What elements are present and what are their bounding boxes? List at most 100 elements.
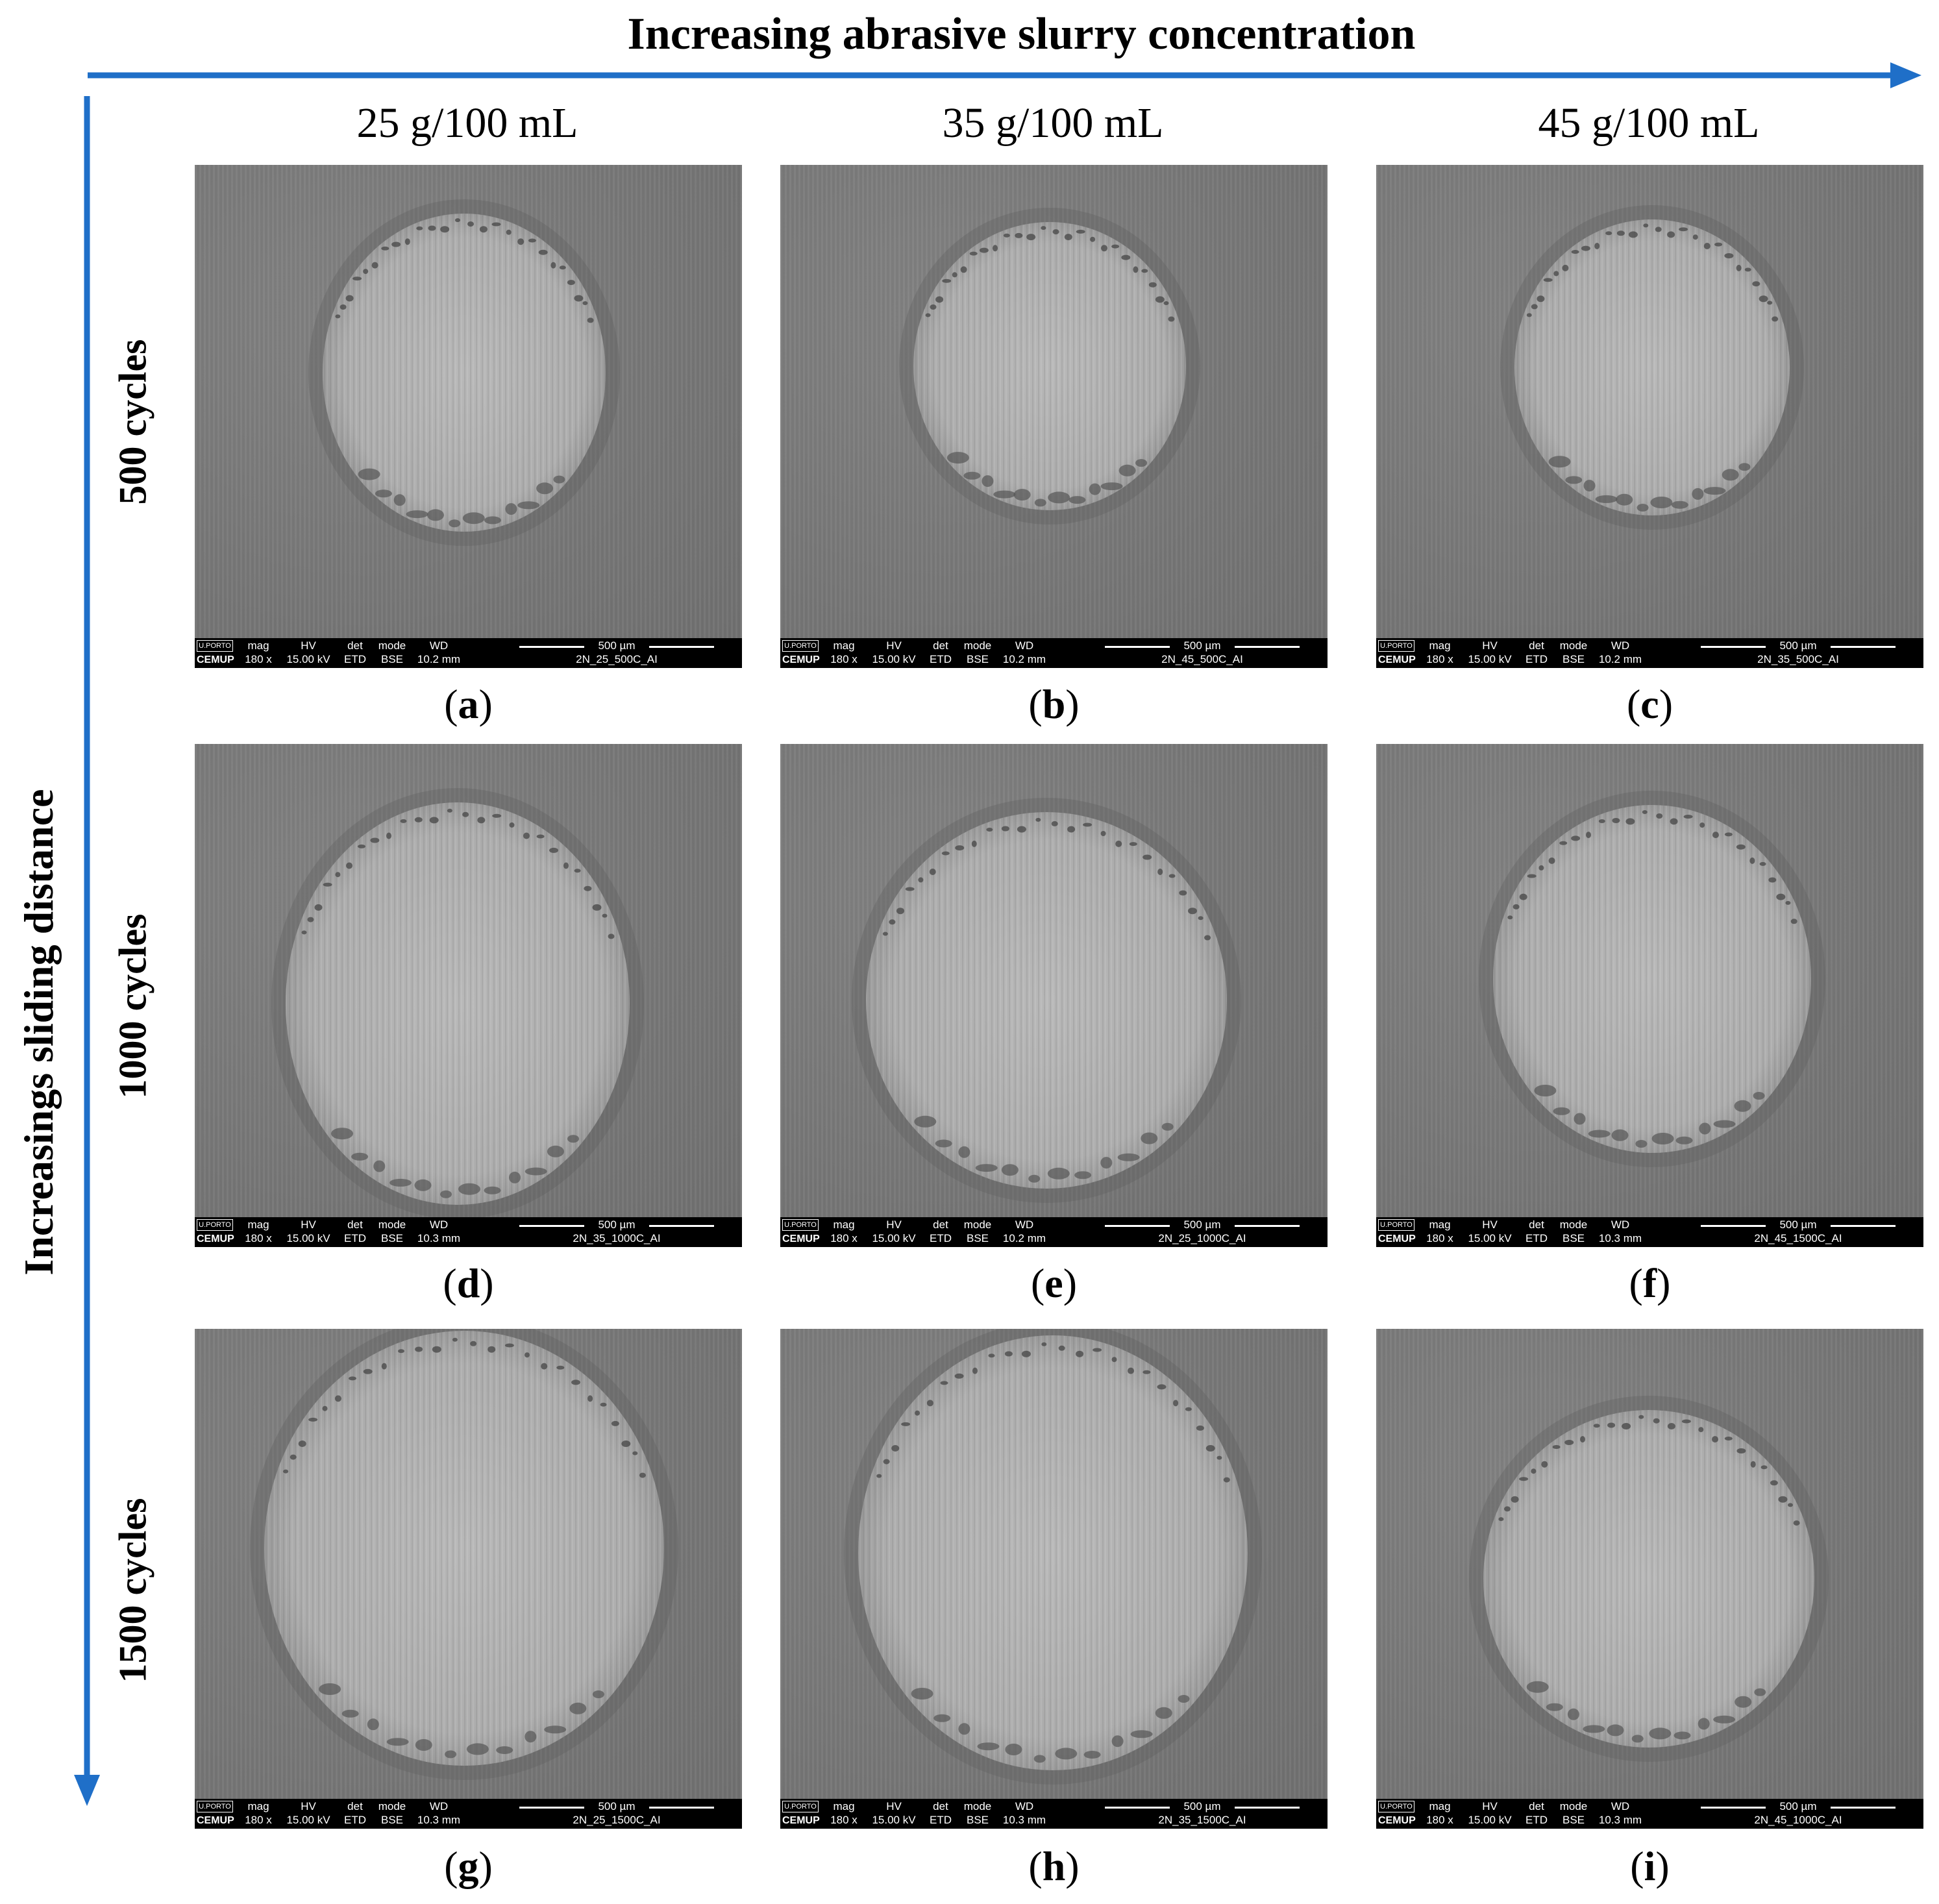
column-header-1: 25 g/100 mL xyxy=(356,99,578,147)
scar-pit xyxy=(373,1160,386,1172)
scar-pit xyxy=(1698,1718,1710,1730)
scar-pit xyxy=(929,869,936,875)
databar-hv-value: 15.00 kV xyxy=(872,653,916,665)
scar-pit xyxy=(993,245,998,252)
scar-pit xyxy=(1121,254,1131,260)
scar-pit xyxy=(1562,264,1569,271)
scar-pit xyxy=(314,904,323,911)
scar-pit xyxy=(381,246,389,251)
scar-pit xyxy=(1553,1107,1570,1115)
scar-pit xyxy=(1130,1730,1153,1738)
scar-pit xyxy=(972,1367,978,1374)
scar-pit xyxy=(553,475,565,484)
scar-pit xyxy=(1111,1357,1117,1363)
scar-pit xyxy=(440,1190,452,1198)
scar-pit xyxy=(1055,1748,1078,1760)
scar-pit xyxy=(1519,1477,1529,1481)
scale-bar-label: 500 µm xyxy=(1170,1218,1235,1231)
scar-pit xyxy=(1767,301,1773,305)
scar-pit xyxy=(1673,1731,1691,1740)
sem-data-bar: U.PORTO CEMUP mag 180 x HV 15.00 kV det … xyxy=(1376,1799,1923,1829)
databar-hv-value: 15.00 kV xyxy=(286,653,330,665)
panel-caption-c: (c) xyxy=(1626,681,1673,727)
scar-pit xyxy=(1093,1348,1102,1352)
scar-pit xyxy=(901,1422,911,1426)
scar-pit xyxy=(506,229,512,235)
scar-pit xyxy=(1148,282,1157,288)
scar-pit xyxy=(1198,916,1204,921)
scar-pit xyxy=(1101,245,1107,252)
sem-data-bar: U.PORTO CEMUP mag 180 x HV 15.00 kV det … xyxy=(195,1799,742,1829)
scar-pit xyxy=(1724,253,1734,258)
scar-pit xyxy=(398,1349,404,1354)
scar-pit xyxy=(509,1171,521,1183)
scar-pit xyxy=(308,1417,318,1422)
scar-pit xyxy=(492,813,502,818)
scar-pit xyxy=(563,862,569,869)
cemup-logo: U.PORTO CEMUP xyxy=(1378,640,1416,666)
wear-scar-grooves xyxy=(1483,1410,1814,1748)
scar-pit xyxy=(1611,1129,1629,1141)
scar-pit xyxy=(1734,1100,1751,1112)
cemup-logo: U.PORTO CEMUP xyxy=(1378,1219,1416,1245)
scar-pit xyxy=(1538,865,1544,871)
scar-pit xyxy=(963,471,981,480)
scar-pit xyxy=(1526,313,1532,317)
scar-pit xyxy=(1141,1132,1158,1144)
scar-pit xyxy=(370,837,380,843)
scar-pit xyxy=(1583,1725,1605,1733)
databar-wd-label: WD xyxy=(429,1800,449,1812)
scar-pit xyxy=(1793,1520,1800,1526)
scar-pit xyxy=(1543,278,1553,282)
scar-pit xyxy=(969,251,978,256)
databar-det-label: det xyxy=(347,639,363,652)
scar-pit xyxy=(1003,233,1010,238)
sem-data-bar: U.PORTO CEMUP mag 180 x HV 15.00 kV det … xyxy=(195,638,742,668)
scar-pit xyxy=(345,295,354,302)
wear-scar xyxy=(844,1329,1262,1785)
scar-pit xyxy=(541,1363,548,1370)
scar-pit xyxy=(1179,890,1187,896)
databar-filename: 2N_45_500C_AI xyxy=(1161,653,1243,665)
databar-mode-label: mode xyxy=(1559,639,1588,652)
scar-pit xyxy=(1090,236,1096,242)
scar-pit xyxy=(1749,857,1755,864)
scar-pit xyxy=(1670,818,1678,825)
databar-hv-value: 15.00 kV xyxy=(872,1232,916,1244)
scar-pit xyxy=(1089,483,1101,495)
scar-pit xyxy=(1021,1350,1031,1357)
scar-pit xyxy=(447,808,452,813)
scar-pit xyxy=(941,851,950,856)
scar-pit xyxy=(358,844,365,848)
scar-pit xyxy=(467,221,474,227)
scar-pit xyxy=(484,516,501,525)
databar-mag-label: mag xyxy=(1429,639,1451,652)
sem-image-panel-d: U.PORTO CEMUP mag 180 x HV 15.00 kV det … xyxy=(195,744,742,1247)
databar-mode-value: BSE xyxy=(1562,1232,1585,1244)
scar-pit xyxy=(517,238,525,245)
sem-image-panel-i: U.PORTO CEMUP mag 180 x HV 15.00 kV det … xyxy=(1376,1329,1923,1829)
scar-pit xyxy=(549,847,558,853)
databar-mag-value: 180 x xyxy=(1426,653,1453,665)
scar-pit xyxy=(505,503,517,515)
scar-pit xyxy=(1035,817,1041,822)
scar-pit xyxy=(1531,304,1538,310)
databar-wd-value: 10.3 mm xyxy=(1598,1814,1642,1826)
databar-det-label: det xyxy=(347,1800,363,1812)
scar-pit xyxy=(488,1346,496,1353)
column-header-3: 45 g/100 mL xyxy=(1538,99,1760,147)
scar-pit xyxy=(1622,1423,1631,1429)
scar-pit xyxy=(1574,1113,1586,1125)
scar-pit xyxy=(1567,1708,1579,1720)
scar-pit xyxy=(544,1725,567,1734)
databar-mode-value: BSE xyxy=(1562,653,1585,665)
databar-mag-value: 180 x xyxy=(245,1814,272,1826)
row-header-2: 1000 cycles xyxy=(111,913,154,1099)
databar-filename: 2N_45_1500C_AI xyxy=(1754,1232,1842,1244)
scar-pit xyxy=(569,1702,587,1714)
scar-pit xyxy=(935,1139,952,1148)
sem-image-panel-g: U.PORTO CEMUP mag 180 x HV 15.00 kV det … xyxy=(195,1329,742,1829)
scar-pit xyxy=(1770,1480,1778,1486)
scar-pit xyxy=(414,1179,432,1191)
scar-pit xyxy=(1017,826,1026,833)
